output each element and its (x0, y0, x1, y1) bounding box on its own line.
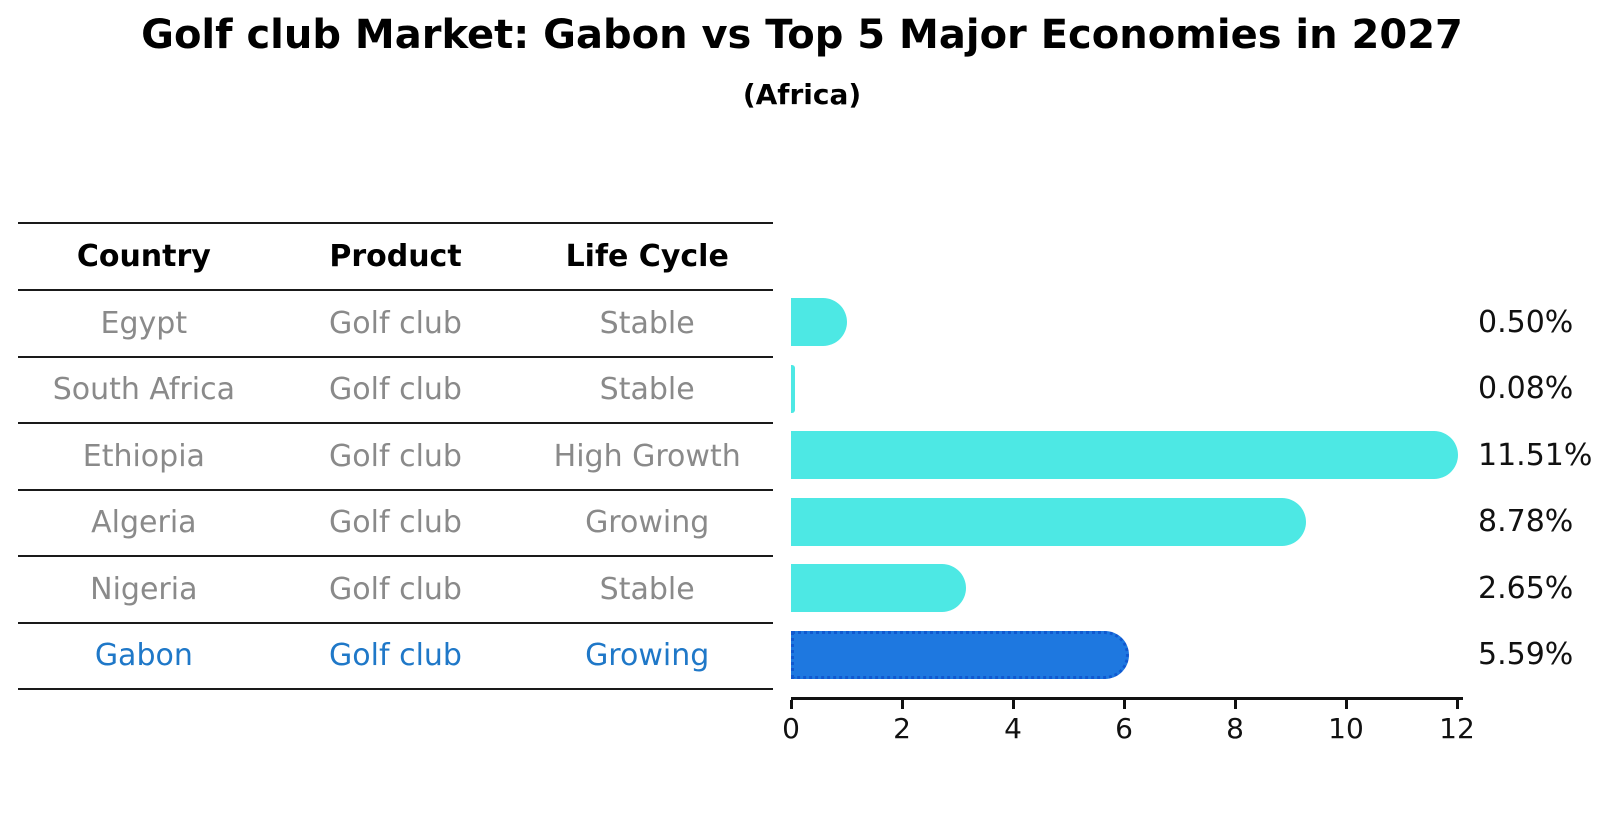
x-axis-ticklabel-0: 0 (782, 712, 800, 745)
bar-row-nigeria (791, 555, 1491, 622)
cell-life-cycle: Stable (599, 305, 695, 341)
x-axis-tick-12 (1455, 700, 1459, 709)
bar-row-egypt (791, 289, 1491, 356)
bar-south-africa (791, 364, 796, 413)
value-label-nigeria: 2.65% (1478, 570, 1574, 606)
cell-product: Golf club (329, 438, 462, 474)
bar-row-south-africa (791, 356, 1491, 423)
cell-product: Golf club (329, 505, 462, 541)
bar-nigeria (791, 564, 967, 612)
x-axis-tick-6 (1122, 700, 1126, 709)
table-row-algeria: Algeria Golf club Growing (18, 491, 773, 557)
table-row-south-africa: South Africa Golf club Stable (18, 358, 773, 424)
value-label-gabon: 5.59% (1478, 637, 1574, 673)
table-row-egypt: Egypt Golf club Stable (18, 291, 773, 358)
country-table: Country Product Life Cycle Egypt Golf club S… (18, 222, 773, 690)
bar-row-algeria (791, 489, 1491, 556)
cell-country: Nigeria (90, 571, 198, 607)
bars-area (791, 289, 1491, 688)
bar-row-ethiopia (791, 422, 1491, 489)
cell-product: Golf club (329, 372, 462, 408)
cell-country: Algeria (91, 505, 197, 541)
x-axis-tick-0 (789, 700, 793, 709)
cell-product: Golf club (329, 571, 462, 607)
x-axis: 0 2 4 6 8 10 12 (782, 697, 1475, 757)
x-axis-ticklabel-10: 10 (1328, 712, 1364, 745)
x-axis-tick-10 (1344, 700, 1348, 709)
value-label-algeria: 8.78% (1478, 504, 1574, 540)
bar-row-gabon (791, 622, 1491, 689)
x-axis-ticklabel-4: 4 (1004, 712, 1022, 745)
value-label-ethiopia: 11.51% (1478, 437, 1593, 473)
x-axis-ticklabel-6: 6 (1115, 712, 1133, 745)
table-header-country: Country (76, 239, 211, 274)
cell-life-cycle: High Growth (553, 438, 741, 474)
chart-title: Golf club Market: Gabon vs Top 5 Major E… (141, 12, 1463, 58)
table-row-ethiopia: Ethiopia Golf club High Growth (18, 424, 773, 491)
table-row-gabon: Gabon Golf club Growing (18, 624, 773, 690)
x-axis-ticklabel-2: 2 (893, 712, 911, 745)
cell-life-cycle: Stable (599, 571, 695, 607)
value-label-egypt: 0.50% (1478, 304, 1574, 340)
cell-country: South Africa (52, 372, 235, 408)
cell-product: Golf club (329, 638, 462, 674)
bar-ethiopia (791, 431, 1458, 479)
chart-subtitle: (Africa) (742, 78, 862, 111)
table-row-nigeria: Nigeria Golf club Stable (18, 557, 773, 624)
table-header-life-cycle: Life Cycle (565, 239, 729, 274)
cell-life-cycle: Growing (585, 505, 710, 541)
x-axis-ticklabel-12: 12 (1439, 712, 1475, 745)
x-axis-tick-8 (1233, 700, 1237, 709)
cell-product: Golf club (329, 305, 462, 341)
table-header-product: Product (329, 239, 462, 274)
x-axis-ticklabel-8: 8 (1226, 712, 1244, 745)
bar-gabon (791, 630, 1130, 679)
bar-algeria (791, 497, 1307, 546)
cell-life-cycle: Stable (599, 372, 695, 408)
x-axis-tick-2 (900, 700, 904, 709)
x-axis-line (791, 697, 1463, 700)
x-axis-tick-4 (1011, 700, 1015, 709)
bar-egypt (791, 298, 847, 346)
cell-life-cycle: Growing (585, 638, 710, 674)
value-labels: 0.50% 0.08% 11.51% 8.78% 2.65% 5.59% (1478, 289, 1592, 688)
cell-country: Gabon (94, 638, 193, 674)
table-header-row: Country Product Life Cycle (18, 224, 773, 291)
cell-country: Ethiopia (82, 438, 205, 474)
cell-country: Egypt (100, 305, 188, 341)
value-label-south-africa: 0.08% (1478, 371, 1574, 407)
